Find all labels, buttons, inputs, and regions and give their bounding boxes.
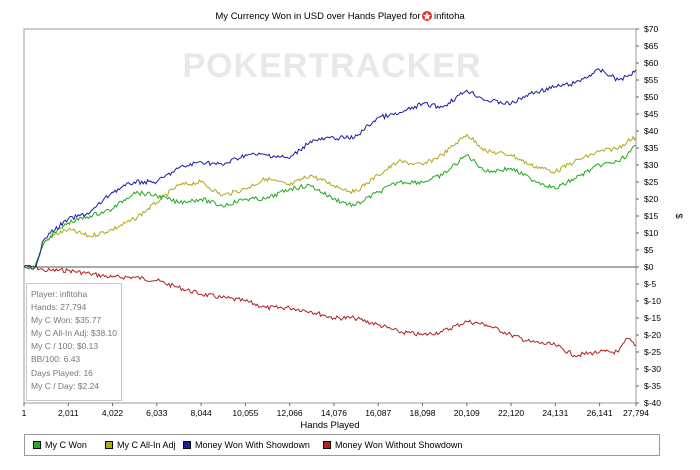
y-tick-label: $-25 [644,347,661,357]
y-tick-label: $65 [644,41,658,51]
y-tick-label: $-5 [644,279,657,289]
legend-label-all-in-adj: My C All-In Adj [117,440,176,450]
y-axis: $70 $65 $60 $55 $50 $45 $40 $35 $30 $25 $20 $15 $10 $… [636,24,661,408]
legend-swatch-all-in-adj [105,441,113,449]
y-tick-label: $-35 [644,381,661,391]
y-tick-label: $5 [644,245,654,255]
y-tick-label: $30 [644,160,658,170]
watermark: POKERTRACKER [182,47,481,85]
y-tick-label: $60 [644,58,658,68]
legend-label-my-c-won: My C Won [45,440,87,450]
y-tick-label: $-40 [644,398,661,408]
x-tick-label: 10,055 [232,408,258,418]
y-tick-label: $45 [644,109,658,119]
stat-allin-adj: My C All-In Adj: $38.10 [31,328,117,339]
player-stats-box: Player: infitoha Hands: 27,794 My C Won:… [26,283,122,401]
y-tick-label: $70 [644,24,658,34]
x-tick-label: 6,033 [146,408,168,418]
x-tick-label: 27,794 [623,408,649,418]
y-tick-label: $-30 [644,364,661,374]
y-tick-label: $-15 [644,313,661,323]
y-tick-label: $55 [644,75,658,85]
stat-hands: Hands: 27,794 [31,302,87,313]
legend-label-without-showdown: Money Won Without Showdown [335,440,463,450]
x-tick-label: 16,087 [365,408,391,418]
legend-swatch-with-showdown [183,441,191,449]
legend-swatch-my-c-won [33,441,41,449]
stat-days-played: Days Played: 16 [31,367,93,378]
y-tick-label: $-20 [644,330,661,340]
x-tick-label: 14,076 [321,408,347,418]
legend-label-with-showdown: Money Won With Showdown [195,440,310,450]
x-tick-label: 20,109 [454,408,480,418]
x-tick-label: 4,022 [102,408,124,418]
x-tick-label: 24,131 [542,408,568,418]
stat-per-day: My C / Day: $2.24 [31,380,100,391]
x-tick-label: 12,066 [277,408,303,418]
player-name: infitoha [434,11,465,22]
legend-swatch-without-showdown [323,441,331,449]
y-tick-label: $0 [644,262,654,272]
y-tick-label: $40 [644,126,658,136]
legend-item-all-in-adj[interactable]: My C All-In Adj [105,440,176,450]
y-tick-label: $15 [644,211,658,221]
series-line-money-won-with-showdown [23,68,637,270]
x-tick-label: 8,044 [190,408,212,418]
stat-won: My C Won: $35.77 [31,315,102,326]
stat-bb-100: BB/100: 6.43 [31,354,81,365]
legend-item-my-c-won[interactable]: My C Won [33,440,87,450]
y-tick-label: $50 [644,92,658,102]
watermark-text: POKERTRACKER [182,47,481,85]
y-tick-label: $10 [644,228,658,238]
series-group [23,68,637,358]
stat-player: Player: infitoha [31,289,88,299]
y-tick-label: $25 [644,177,658,187]
legend: My C Won My C All-In Adj Money Won With … [24,434,660,456]
x-axis-label: Hands Played [300,420,359,431]
y-tick-label: $-10 [644,296,661,306]
chart-title: My Currency Won in USD over Hands Played… [215,11,420,22]
series-line-money-won-without-showdown [24,264,637,358]
y-tick-label: $20 [644,194,658,204]
pokerstars-logo-icon [422,11,432,21]
x-tick-label: 22,120 [498,408,524,418]
legend-item-with-showdown[interactable]: Money Won With Showdown [183,440,310,450]
x-axis: 1 2,011 4,022 6,033 8,044 10,055 12,066 14,076 1… [22,403,649,418]
y-axis-label: $ [673,213,684,219]
y-tick-label: $35 [644,143,658,153]
legend-item-without-showdown[interactable]: Money Won Without Showdown [323,440,462,450]
series-line-my-c-all-in-adj [23,133,637,270]
x-tick-label: 18,098 [409,408,435,418]
x-tick-label: 26,141 [587,408,613,418]
x-tick-label: 1 [22,408,27,418]
x-tick-label: 2,011 [58,408,79,418]
stat-per-100: My C / 100: $0.13 [31,341,99,352]
series-line-my-c-won [23,144,637,270]
